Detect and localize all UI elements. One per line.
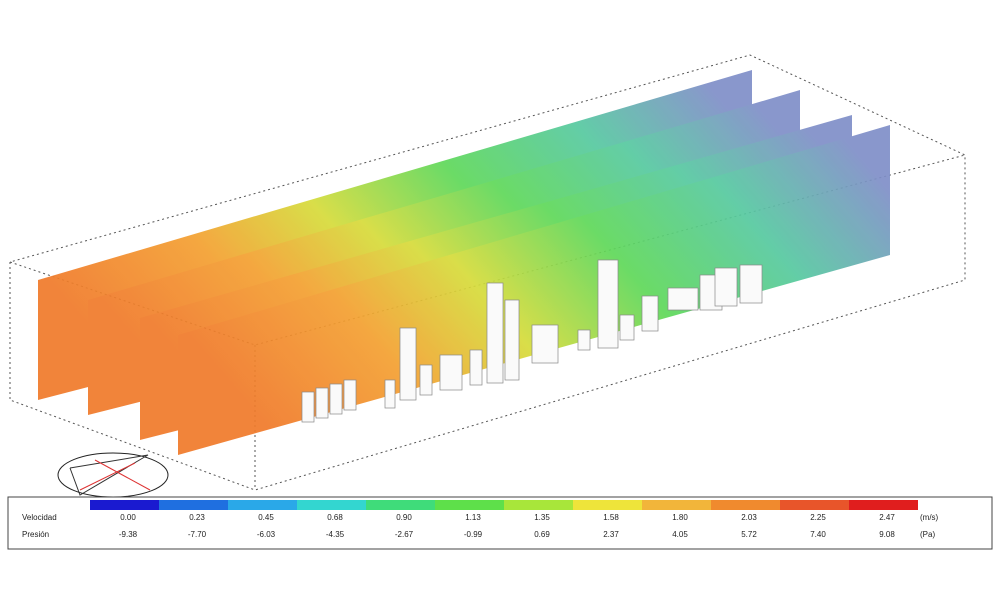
legend-value: 2.03 [741, 513, 757, 522]
legend-swatch [573, 500, 642, 510]
legend-swatch [504, 500, 573, 510]
legend-value: -6.03 [257, 530, 276, 539]
velocity-planes [38, 70, 890, 455]
legend-value: 9.08 [879, 530, 895, 539]
unit-label: (Pa) [920, 530, 935, 539]
legend-value: 1.80 [672, 513, 688, 522]
legend-value: 2.47 [879, 513, 895, 522]
legend-value: -0.99 [464, 530, 483, 539]
legend-value: -7.70 [188, 530, 207, 539]
legend-value: 7.40 [810, 530, 826, 539]
legend-value: 1.35 [534, 513, 550, 522]
legend-swatch [297, 500, 366, 510]
legend-value: -4.35 [326, 530, 345, 539]
legend: Velocidad 0.00 0.23 0.45 0.68 0.90 1.13 1.35 1.5… [22, 500, 939, 539]
legend-swatch [228, 500, 297, 510]
legend-value: 0.45 [258, 513, 274, 522]
legend-value: 2.37 [603, 530, 619, 539]
legend-swatch [366, 500, 435, 510]
buildings [301, 259, 763, 423]
legend-value: 1.58 [603, 513, 619, 522]
orientation-compass [57, 452, 169, 498]
legend-swatch [159, 500, 228, 510]
legend-value: 0.90 [396, 513, 412, 522]
legend-value: -2.67 [395, 530, 414, 539]
legend-value: 0.23 [189, 513, 205, 522]
legend-value: 0.68 [327, 513, 343, 522]
legend-value: -9.38 [119, 530, 138, 539]
legend-swatch [435, 500, 504, 510]
legend-swatch [711, 500, 780, 510]
legend-swatch [90, 500, 159, 510]
unit-label: (m/s) [920, 513, 939, 522]
row-label: Presión [22, 530, 49, 539]
row-label: Velocidad [22, 513, 57, 522]
legend-swatch [780, 500, 849, 510]
legend-value: 5.72 [741, 530, 757, 539]
legend-value: 2.25 [810, 513, 826, 522]
legend-value: 0.00 [120, 513, 136, 522]
legend-value: 0.69 [534, 530, 550, 539]
legend-value: 1.13 [465, 513, 481, 522]
legend-value: 4.05 [672, 530, 688, 539]
legend-swatch [849, 500, 918, 510]
legend-swatch [642, 500, 711, 510]
